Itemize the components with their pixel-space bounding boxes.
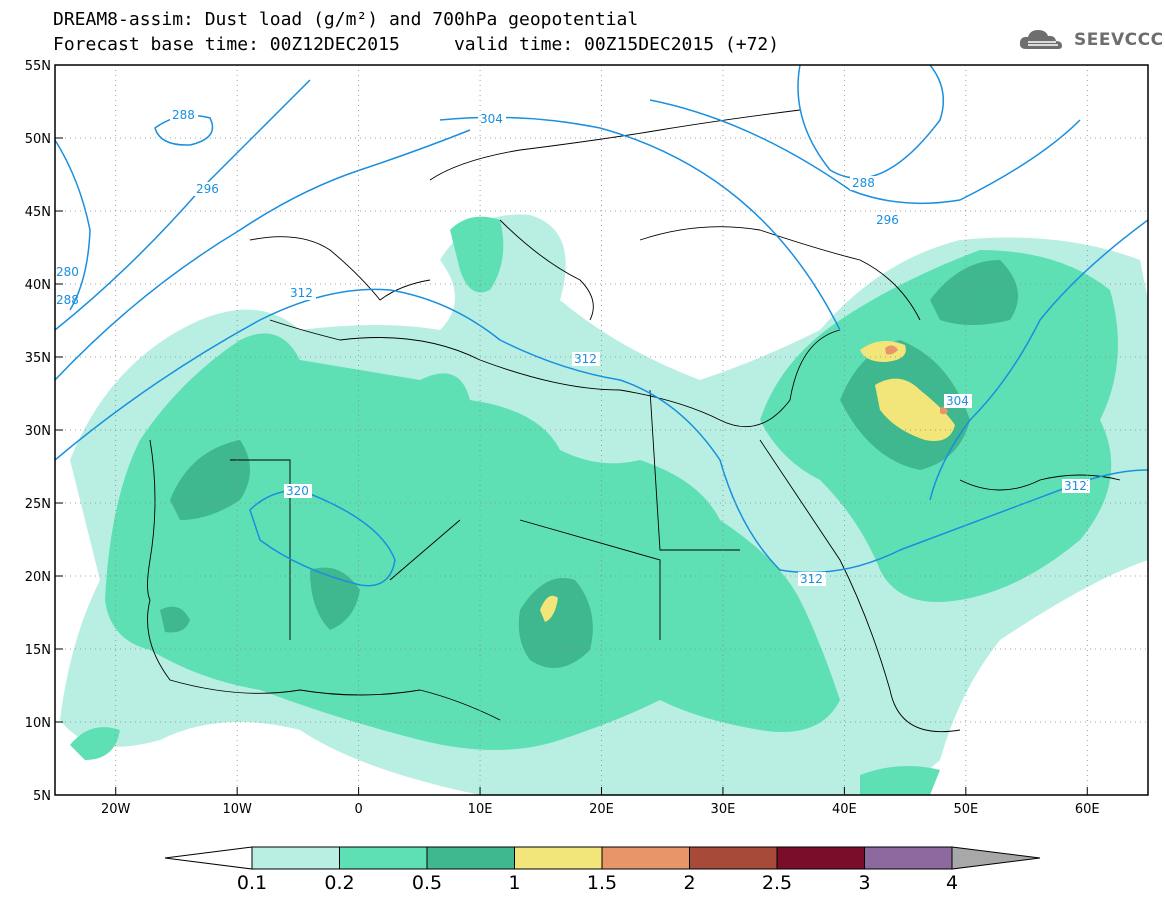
colorbar-swatch [251,846,340,870]
lon-tick-label: 0 [354,802,362,817]
lat-tick-label: 35N [25,351,51,366]
contour-label: 312 [574,352,597,366]
lat-tick-label: 5N [33,789,51,804]
colorbar-label: 2 [683,872,695,894]
lat-tick-label: 55N [25,59,51,74]
longitude-labels: 20W 10W 0 10E 20E 30E 40E 50E 60E [101,802,1100,817]
colorbar-over-triangle [951,846,1041,870]
lat-tick-label: 20N [25,570,51,585]
map-frame [54,64,1149,796]
colorbar-swatch [864,846,953,870]
lon-tick-label: 10E [468,802,493,817]
colorbar-label: 4 [946,872,958,894]
lon-tick-label: 30E [711,802,736,817]
cloud-icon [1019,30,1062,49]
colorbar-label: 1 [508,872,520,894]
lat-tick-label: 30N [25,424,51,439]
colorbar-label: 0.1 [237,872,267,894]
contour-label: 288 [852,176,875,190]
latitude-labels: 55N 50N 45N 40N 35N 30N 25N 20N 15N 10N 5N [25,59,51,804]
lon-tick-label: 20E [589,802,614,817]
lon-tick-label: 10W [222,802,252,817]
colorbar-swatch [514,846,603,870]
logo-text: SEEVCCC [1074,30,1164,50]
contour-label: 312 [1064,479,1087,493]
lon-tick-label: 20W [101,802,131,817]
contour-label: 312 [800,572,823,586]
colorbar-under-triangle [164,846,253,870]
dust-field-medium [70,216,1118,795]
contour-label: 304 [480,112,503,126]
colorbar-label: 0.5 [412,872,442,894]
contour-label: 296 [196,182,219,196]
lat-tick-label: 15N [25,643,51,658]
map-subtitle-times: Forecast base time: 00Z12DEC2015 valid t… [53,34,780,55]
colorbar-label: 1.5 [587,872,617,894]
colorbar-label: 0.2 [324,872,354,894]
lon-tick-label: 50E [953,802,978,817]
colorbar-swatch [339,846,428,870]
lat-tick-label: 45N [25,205,51,220]
lat-tick-label: 50N [25,132,51,147]
contour-label: 288 [56,293,79,307]
coastlines [147,109,1121,733]
colorbar-swatch [776,846,865,870]
colorbar-swatch [601,846,690,870]
colorbar-swatch [426,846,515,870]
colorbar-swatch [689,846,778,870]
dust-field-dark [160,260,1018,668]
lat-tick-label: 40N [25,278,51,293]
colorbar-label: 2.5 [762,872,792,894]
lon-tick-label: 40E [832,802,857,817]
contour-label: 320 [286,484,309,498]
contour-label: 312 [290,286,313,300]
contour-label: 288 [172,108,195,122]
colorbar-label: 3 [858,872,870,894]
colorbar: 0.1 0.2 0.5 1 1.5 2 2.5 3 4 [164,846,1041,894]
lat-tick-label: 25N [25,497,51,512]
geopotential-labels: 288 304 296 288 296 280 288 312 312 304 … [55,108,1090,586]
contour-label: 304 [946,394,969,408]
lon-tick-label: 60E [1075,802,1100,817]
seevccc-logo: SEEVCCC [1018,25,1164,55]
dust-field-orange [885,345,948,415]
lat-tick-label: 10N [25,716,51,731]
contour-label: 280 [56,265,79,279]
contour-label: 296 [876,213,899,227]
map-title: DREAM8-assim: Dust load (g/m²) and 700hP… [53,9,639,30]
